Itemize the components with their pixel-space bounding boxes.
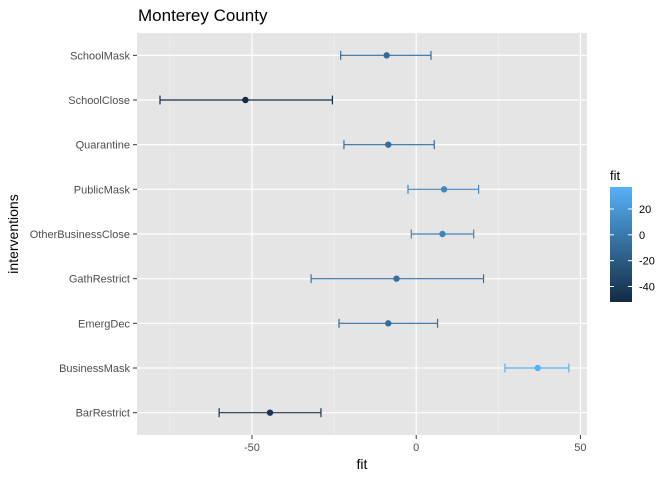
colorbar-tick-label: -20 [639,256,655,268]
y-tick-label: SchoolMask [70,50,130,62]
y-tick-label: OtherBusinessClose [30,229,130,241]
colorbar-tick-label: 0 [639,230,645,242]
colorbar-tick-label: -40 [639,281,655,293]
errorbar-BusinessMask [504,363,570,373]
point-EmergDec [385,320,392,327]
errorbar-Quarantine [343,140,435,150]
point-PublicMask [440,186,448,193]
y-tick-label: EmergDec [78,318,130,330]
x-tick-label: 0 [413,442,419,454]
y-tick-label: BusinessMask [59,363,130,375]
chart-title: Monterey County [138,6,268,25]
errorbar-OtherBusinessClose [410,229,475,239]
y-axis-title: interventions [5,194,21,273]
x-tick-label: 50 [574,442,586,454]
point-Quarantine [385,141,392,148]
point-SchoolMask [383,52,390,59]
x-tick-label: -50 [244,442,260,454]
point-BusinessMask [534,364,541,372]
errorbar-SchoolClose [159,95,334,105]
y-tick-label: SchoolClose [68,95,130,107]
data-marks [159,50,570,418]
errorbar-GathRestrict [310,274,485,284]
colorbar-legend: fit 20 0 -20 -40 [610,168,655,302]
errorbar-BarRestrict [218,408,322,418]
point-SchoolClose [242,96,249,104]
x-axis-title: fit [357,456,368,472]
y-tick-label: PublicMask [74,184,131,196]
point-BarRestrict [266,409,274,416]
y-axis: SchoolMask SchoolClose Quarantine PublicMas… [30,50,137,420]
point-OtherBusinessClose [439,230,446,238]
errorbar-SchoolMask [340,50,432,60]
colorbar [610,187,632,302]
colorbar-ticks: 20 0 -20 -40 [610,204,655,293]
y-tick-label: GathRestrict [69,274,130,286]
errorbar-EmergDec [338,318,439,328]
x-axis: -50 0 50 [244,435,587,454]
point-GathRestrict [393,275,400,282]
errorbar-PublicMask [407,184,480,194]
y-tick-label: BarRestrict [76,408,130,420]
colorbar-tick-label: 20 [639,204,651,216]
legend-title: fit [610,168,621,183]
y-tick-label: Quarantine [76,140,130,152]
